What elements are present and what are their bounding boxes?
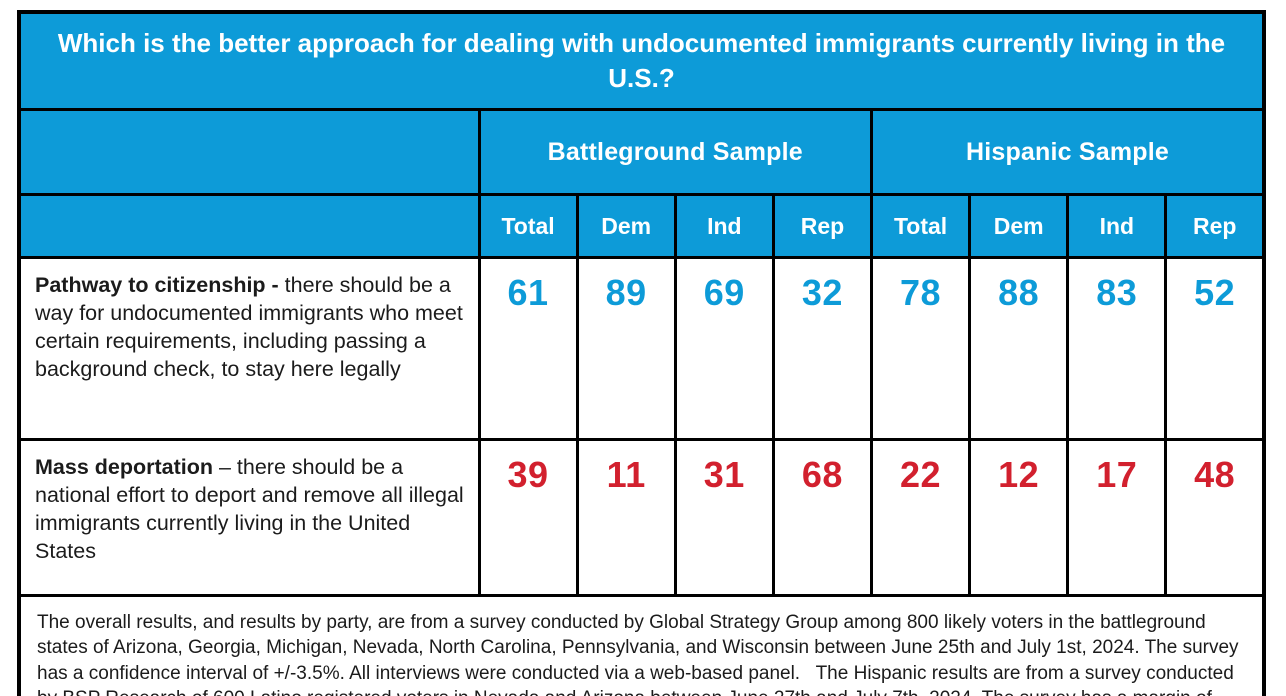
row-label-deportation-description: – there should be a national effort to d… — [35, 455, 464, 563]
value-deportation-bg-total: 39 — [477, 438, 579, 597]
survey-results-table: Which is the better approach for dealing… — [17, 10, 1266, 696]
methodology-footnote: The overall results, and results by part… — [17, 594, 1266, 696]
column-header-bg-dem: Dem — [575, 193, 677, 259]
row-label-pathway-description: there should be a way for undocumented i… — [35, 273, 463, 381]
value-pathway-hs-rep: 52 — [1164, 256, 1266, 441]
column-header-hs-ind: Ind — [1066, 193, 1168, 259]
column-header-hs-dem: Dem — [968, 193, 1070, 259]
column-header-row: Total Dem Ind Rep Total Dem Ind Rep — [17, 193, 1266, 259]
empty-corner-cell — [17, 108, 481, 196]
value-deportation-bg-rep: 68 — [771, 438, 874, 597]
value-pathway-bg-rep: 32 — [771, 256, 874, 441]
row-label-deportation: Mass deportation – there should be a nat… — [17, 438, 481, 597]
table-title: Which is the better approach for dealing… — [17, 10, 1266, 111]
group-header-battleground: Battleground Sample — [477, 108, 873, 196]
value-deportation-hs-total: 22 — [869, 438, 972, 597]
row-label-pathway-bold: Pathway to citizenship - — [35, 273, 279, 297]
value-deportation-hs-ind: 17 — [1066, 438, 1168, 597]
column-header-bg-rep: Rep — [771, 193, 874, 259]
title-row: Which is the better approach for dealing… — [17, 10, 1266, 111]
value-pathway-bg-ind: 69 — [673, 256, 775, 441]
row-label-pathway: Pathway to citizenship - there should be… — [17, 256, 481, 441]
column-header-bg-total: Total — [477, 193, 579, 259]
value-pathway-bg-total: 61 — [477, 256, 579, 441]
group-header-row: Battleground Sample Hispanic Sample — [17, 108, 1266, 196]
value-pathway-hs-total: 78 — [869, 256, 972, 441]
table-row-pathway-to-citizenship: Pathway to citizenship - there should be… — [17, 256, 1266, 441]
value-deportation-hs-dem: 12 — [968, 438, 1070, 597]
value-deportation-bg-dem: 11 — [575, 438, 677, 597]
value-pathway-hs-ind: 83 — [1066, 256, 1168, 441]
group-header-hispanic: Hispanic Sample — [870, 108, 1266, 196]
table-row-mass-deportation: Mass deportation – there should be a nat… — [17, 438, 1266, 597]
empty-corner-cell — [17, 193, 481, 259]
column-header-hs-rep: Rep — [1164, 193, 1266, 259]
column-header-bg-ind: Ind — [673, 193, 775, 259]
row-label-deportation-bold: Mass deportation — [35, 455, 213, 479]
value-pathway-bg-dem: 89 — [575, 256, 677, 441]
value-deportation-bg-ind: 31 — [673, 438, 775, 597]
footnote-row: The overall results, and results by part… — [17, 594, 1266, 696]
column-header-hs-total: Total — [869, 193, 972, 259]
value-pathway-hs-dem: 88 — [968, 256, 1070, 441]
value-deportation-hs-rep: 48 — [1164, 438, 1266, 597]
